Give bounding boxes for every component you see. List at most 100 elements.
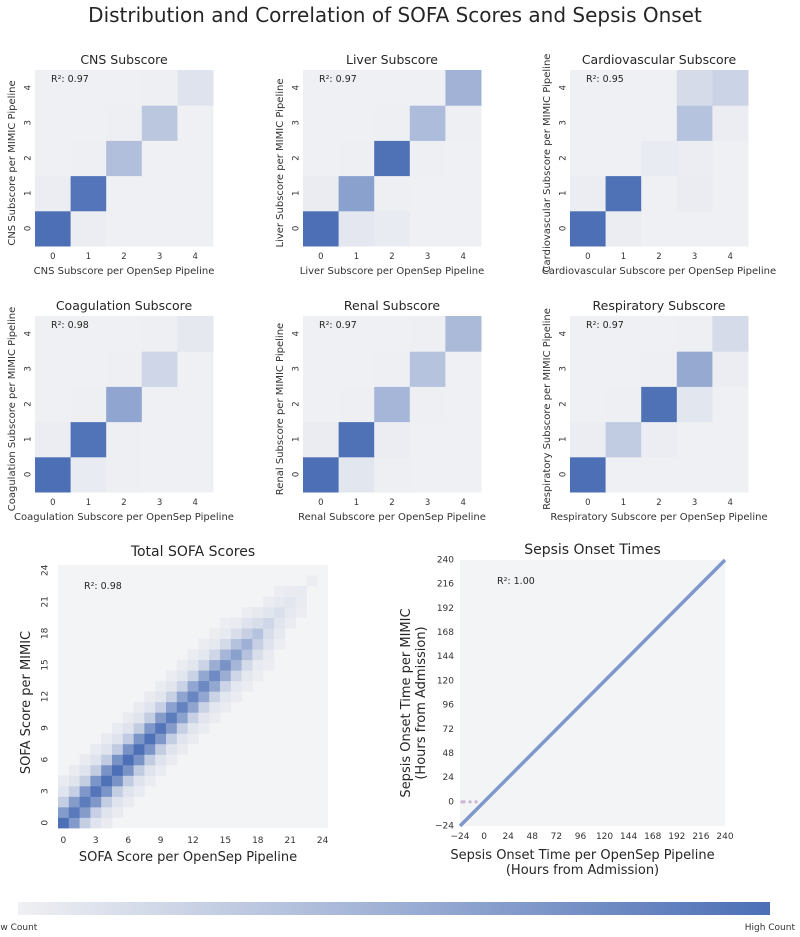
heatmap-cell xyxy=(141,70,178,106)
heatmap-cell xyxy=(306,575,318,587)
heatmap-cell xyxy=(445,316,482,352)
heatmap-cell xyxy=(374,316,411,352)
heatmap-cell xyxy=(374,421,411,458)
heatmap-cell xyxy=(177,210,214,247)
heatmap-cell xyxy=(570,456,607,493)
heatmap-cell xyxy=(106,386,143,423)
heatmap-cell xyxy=(338,386,375,423)
heatmap-cell xyxy=(374,105,411,141)
y-tick-label: 1 xyxy=(559,190,569,195)
heatmap-cell xyxy=(252,607,264,618)
heatmap-cell xyxy=(338,175,375,212)
heatmap-cell xyxy=(241,680,253,692)
heatmap-cell xyxy=(241,607,253,618)
heatmap-cell xyxy=(274,617,286,629)
heatmap-cell xyxy=(409,140,446,177)
heatmap-cell xyxy=(676,316,713,352)
heatmap-cell xyxy=(122,712,134,724)
x-tick-label: 1 xyxy=(621,498,626,508)
heatmap-cell xyxy=(409,70,446,106)
heatmap-cell xyxy=(101,733,113,745)
heatmap-cell xyxy=(605,386,642,423)
heatmap-cell xyxy=(263,649,275,661)
heatmap-cell xyxy=(79,817,91,829)
heatmap-cell xyxy=(166,712,178,724)
heatmap-cell xyxy=(445,421,482,458)
panel-title: Sepsis Onset Times xyxy=(524,542,661,558)
heatmap-cell xyxy=(101,785,113,797)
heatmap-cell xyxy=(712,386,749,423)
x-tick-label: 3 xyxy=(157,252,162,262)
heatmap-cell xyxy=(70,70,107,106)
x-tick-label: 4 xyxy=(192,498,197,508)
y-axis-label: CNS Subscore per MIMIC Pipeline xyxy=(7,80,18,245)
heatmap-cell xyxy=(209,659,221,671)
heatmap-cell xyxy=(198,680,210,692)
heatmap-cell xyxy=(90,785,102,797)
heatmap-cell xyxy=(338,351,375,387)
cns-heatmap-panel: CNS Subscore R²: 0.97 0 1 2 3 4 0 1 2 3 4 CNS Subsco… xyxy=(7,52,214,277)
panel-title: Cardiovascular Subscore xyxy=(582,52,737,67)
x-tick-label: 96 xyxy=(575,832,587,842)
heatmap-cell xyxy=(338,456,375,493)
heatmap-cell xyxy=(374,175,411,212)
x-tick-label: 0 xyxy=(318,252,323,262)
heatmap-cell xyxy=(252,638,264,650)
coagulation-heatmap-panel: Coagulation Subscore R²: 0.98 0 1 2 3 4 0 1 2 3 4 Co… xyxy=(7,298,234,523)
heatmap-cell xyxy=(605,421,642,458)
y-tick-label: 2 xyxy=(24,401,34,406)
x-tick-label: −24 xyxy=(451,832,470,842)
heatmap-cell xyxy=(274,638,286,650)
x-tick-label: 3 xyxy=(93,836,99,846)
y-tick-label: 1 xyxy=(559,436,569,441)
heatmap-cell xyxy=(409,175,446,212)
heatmap-cell xyxy=(106,140,143,177)
x-tick-label: 1 xyxy=(354,252,359,262)
heatmap-cell xyxy=(155,680,167,692)
heatmap-cell xyxy=(570,140,607,177)
heatmap-cell xyxy=(409,105,446,141)
y-tick-label: 4 xyxy=(292,85,302,90)
heatmap-cell xyxy=(133,733,145,745)
heatmap-cell xyxy=(122,743,134,755)
heatmap-cell xyxy=(79,754,91,766)
heatmap-cell xyxy=(641,105,678,141)
heatmap-cell xyxy=(101,754,113,766)
y-tick-label: 3 xyxy=(292,366,302,371)
heatmap-cell xyxy=(220,638,232,650)
heatmap-cell xyxy=(676,70,713,106)
panel-title: CNS Subscore xyxy=(80,52,168,67)
heatmap-cell xyxy=(187,680,199,692)
y-tick-label: 18 xyxy=(41,627,51,639)
heatmap-cell xyxy=(374,210,411,247)
y-tick-label: 2 xyxy=(559,155,569,160)
heatmap-cell xyxy=(166,691,178,703)
heatmap-cell xyxy=(101,764,113,776)
x-tick-label: 0 xyxy=(61,836,67,846)
heatmap-cell xyxy=(70,316,107,352)
x-tick-label: 3 xyxy=(157,498,162,508)
heatmap-cell xyxy=(176,733,188,745)
heatmap-cell xyxy=(676,456,713,493)
heatmap-cell xyxy=(187,649,199,661)
heatmap-cell xyxy=(90,817,102,829)
panel-title: Total SOFA Scores xyxy=(130,544,255,560)
x-tick-label: 120 xyxy=(596,832,613,842)
x-tick-label: 4 xyxy=(727,498,732,508)
heatmap-cell xyxy=(68,806,80,818)
heatmap-cell xyxy=(230,649,242,661)
heatmap-cell xyxy=(133,722,145,734)
x-tick-label: 1 xyxy=(86,498,91,508)
y-tick-label: 0 xyxy=(24,472,34,477)
y-tick-label: 4 xyxy=(559,331,569,336)
colorbar-low-label: Low Count xyxy=(0,923,38,933)
panel-title: Renal Subscore xyxy=(344,298,441,313)
heatmap-cell xyxy=(409,351,446,387)
heatmap-cell xyxy=(220,628,232,640)
heatmap-cell xyxy=(303,421,340,458)
heatmap-cell xyxy=(90,775,102,787)
panel-title: Respiratory Subscore xyxy=(593,298,726,313)
y-tick-label: 48 xyxy=(443,749,455,759)
x-tick-label: 240 xyxy=(716,832,733,842)
heatmap-cell xyxy=(570,316,607,352)
